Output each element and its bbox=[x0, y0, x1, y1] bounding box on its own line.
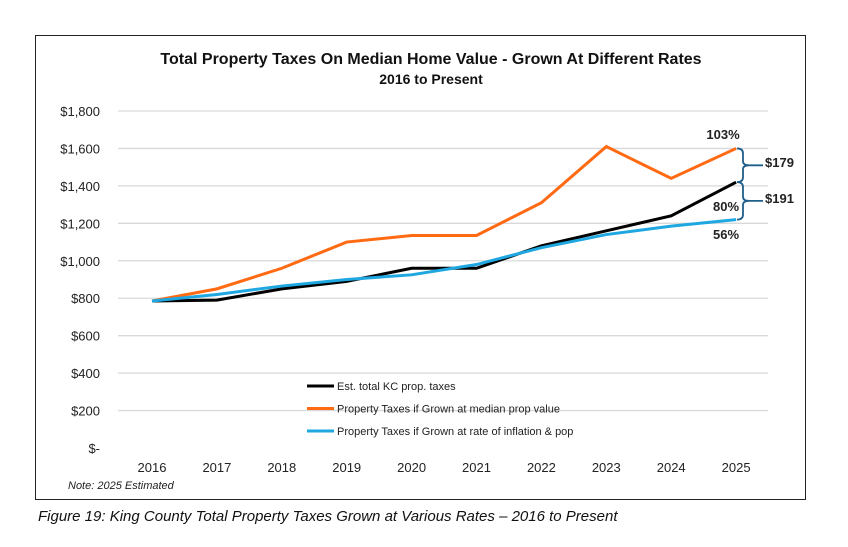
x-tick-label: 2023 bbox=[592, 460, 621, 475]
legend-label: Est. total KC prop. taxes bbox=[337, 381, 456, 393]
y-tick-label: $1,600 bbox=[60, 141, 100, 156]
y-tick-label: $1,400 bbox=[60, 179, 100, 194]
y-tick-label: $200 bbox=[71, 404, 100, 419]
x-tick-label: 2021 bbox=[462, 460, 491, 475]
y-tick-label: $400 bbox=[71, 366, 100, 381]
chart-title: Total Property Taxes On Median Home Valu… bbox=[160, 51, 701, 68]
x-tick-label: 2025 bbox=[722, 460, 751, 475]
figure-caption: Figure 19: King County Total Property Ta… bbox=[38, 508, 618, 525]
bracket-orange-black bbox=[736, 147, 763, 184]
annotation-gap-orange-black: $179 bbox=[765, 155, 794, 170]
legend-label: Property Taxes if Grown at median prop v… bbox=[337, 404, 560, 416]
x-tick-label: 2018 bbox=[267, 460, 296, 475]
x-tick-label: 2024 bbox=[657, 460, 686, 475]
bracket-black-blue bbox=[736, 181, 763, 221]
x-tick-label: 2020 bbox=[397, 460, 426, 475]
chart-subtitle: 2016 to Present bbox=[379, 71, 483, 87]
x-tick-label: 2022 bbox=[527, 460, 556, 475]
annotation-pct-black: 80% bbox=[713, 199, 739, 214]
x-tick-label: 2019 bbox=[332, 460, 361, 475]
y-tick-label: $1,000 bbox=[60, 254, 100, 269]
y-tick-label: $1,800 bbox=[60, 104, 100, 119]
legend-label: Property Taxes if Grown at rate of infla… bbox=[337, 426, 573, 438]
x-tick-label: 2017 bbox=[202, 460, 231, 475]
annotation-pct-orange: 103% bbox=[706, 127, 740, 142]
y-tick-label: $1,200 bbox=[60, 216, 100, 231]
y-tick-label: $800 bbox=[71, 291, 100, 306]
annotation-gap-black-blue: $191 bbox=[765, 191, 794, 206]
series-line-1 bbox=[151, 144, 737, 303]
y-tick-label: $- bbox=[88, 441, 100, 456]
x-tick-label: 2016 bbox=[138, 460, 167, 475]
y-tick-label: $600 bbox=[71, 329, 100, 344]
chart-note: Note: 2025 Estimated bbox=[68, 480, 175, 492]
chart-frame bbox=[35, 35, 806, 500]
annotation-pct-blue: 56% bbox=[713, 227, 739, 242]
series-line-2 bbox=[151, 218, 737, 303]
